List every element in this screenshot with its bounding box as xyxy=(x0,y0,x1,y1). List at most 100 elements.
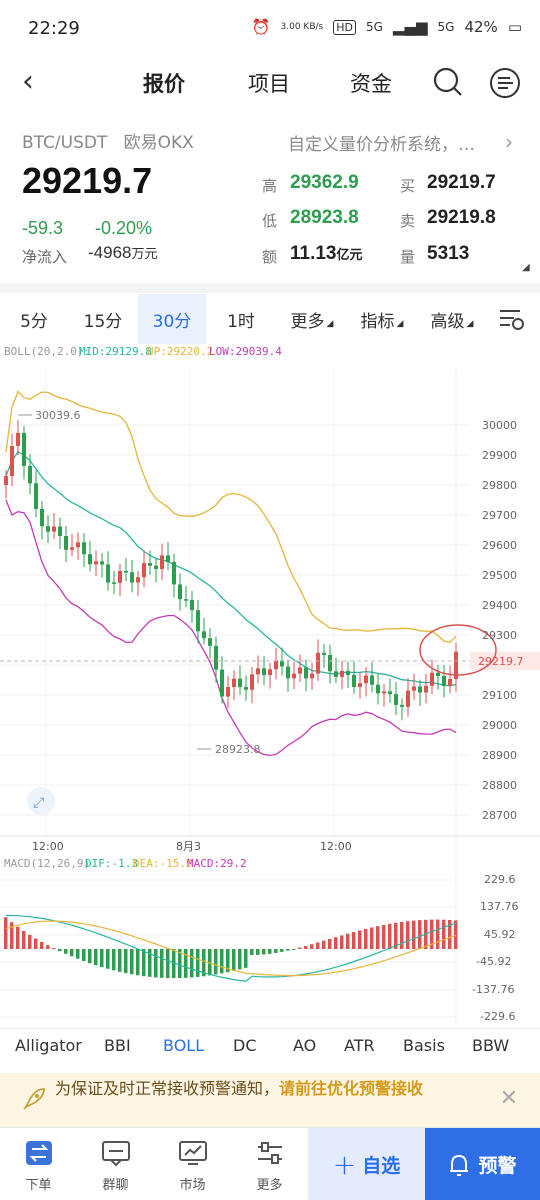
indicator-bbi[interactable]: BBI xyxy=(104,1036,131,1055)
indicator-boll[interactable]: BOLL xyxy=(163,1036,205,1055)
macd-bar xyxy=(52,948,56,950)
macd-tick: -137.76 xyxy=(472,983,514,996)
sliders-icon xyxy=(257,1142,282,1164)
indicator-dc[interactable]: DC xyxy=(233,1036,257,1055)
candle-body xyxy=(220,669,224,697)
swap-icon xyxy=(25,1141,52,1165)
candle-body xyxy=(316,652,320,674)
status-bar: 22:29 ⏰ 3.00 KB/s HD 5G ▂▄▆ 5G 42% ▭ xyxy=(0,0,540,58)
macd-bar xyxy=(244,949,248,968)
macd-bar xyxy=(454,920,458,949)
volume-label: 量 xyxy=(400,248,416,266)
macd-bar xyxy=(448,919,452,949)
candle-body xyxy=(46,526,50,532)
candle-body xyxy=(328,654,332,672)
candle-body xyxy=(208,638,212,646)
indicator-basis[interactable]: Basis xyxy=(403,1036,445,1055)
y-tick: 29000 xyxy=(482,719,517,732)
tf-indicators-label: 指标 xyxy=(360,311,395,332)
macd-bar xyxy=(112,949,116,971)
indicator-atr[interactable]: ATR xyxy=(344,1036,375,1055)
macd-bar xyxy=(148,949,152,977)
add-watchlist-button[interactable]: + 自选 xyxy=(308,1128,425,1200)
search-icon[interactable] xyxy=(432,66,464,98)
candle-body xyxy=(154,565,158,569)
dropdown-corner-icon: ◢ xyxy=(326,319,334,329)
y-tick: 28800 xyxy=(482,779,517,792)
candle-body xyxy=(202,631,206,639)
candle-body xyxy=(28,465,32,484)
kline-chart[interactable]: BOLL(20,2.0): MID:29129.8 UP:29220.2 LOW… xyxy=(0,340,540,1030)
candle-body xyxy=(34,483,38,510)
macd-histogram xyxy=(4,917,458,979)
notice-optimize-link[interactable]: 请前往优化预警接收 xyxy=(279,1079,424,1098)
candle-body xyxy=(262,668,266,676)
chevron-right-icon[interactable]: › xyxy=(505,130,513,154)
macd-bar xyxy=(304,945,308,949)
signal-5g-1: 5G xyxy=(365,20,383,34)
tab-quote[interactable]: 报价 xyxy=(143,72,185,96)
boll-mid-line xyxy=(5,450,457,687)
market-button[interactable]: 市场 xyxy=(154,1128,231,1200)
tf-30m[interactable]: 30分 xyxy=(138,294,206,344)
tf-more[interactable]: 更多 ◢ xyxy=(282,294,342,344)
candle-body xyxy=(376,684,380,694)
macd-bar xyxy=(256,949,260,955)
chart-grid xyxy=(0,370,470,1030)
tab-project[interactable]: 项目 xyxy=(248,72,290,96)
macd-legend-name: MACD(12,26,9) xyxy=(4,857,90,870)
macd-axis-labels: 229.6 137.76 45.92 -45.92 -137.76 -229.6 xyxy=(472,873,519,1023)
boll-legend-up: UP:29220.2 xyxy=(147,345,213,358)
market-label: 市场 xyxy=(179,1178,206,1193)
chart-settings-icon[interactable] xyxy=(498,306,526,332)
indicator-alligator[interactable]: Alligator xyxy=(15,1036,82,1055)
expand-corner-icon[interactable]: ◢ xyxy=(522,262,530,273)
boll-legend-mid: MID:29129.8 xyxy=(79,345,152,358)
group-chat-button[interactable]: 群聊 xyxy=(77,1128,154,1200)
macd-bar xyxy=(268,949,272,954)
macd-bar xyxy=(352,932,356,949)
macd-bar xyxy=(190,949,194,978)
macd-tick: 45.92 xyxy=(484,928,516,941)
candle-body xyxy=(16,432,20,447)
y-tick: 28700 xyxy=(482,809,517,822)
macd-bar xyxy=(406,921,410,949)
candle-body xyxy=(184,599,188,601)
macd-bar xyxy=(346,933,350,949)
pair-name: BTC/USDT xyxy=(22,133,108,153)
close-icon[interactable]: ✕ xyxy=(499,1086,518,1111)
indicator-ao[interactable]: AO xyxy=(293,1036,317,1055)
tf-15m[interactable]: 15分 xyxy=(83,311,123,332)
tf-indicators[interactable]: 指标 ◢ xyxy=(352,294,412,344)
alert-label: 预警 xyxy=(478,1155,517,1177)
highlight-circle xyxy=(419,624,497,676)
expand-arrows-icon[interactable]: ⤢ xyxy=(33,795,44,811)
tf-5m[interactable]: 5分 xyxy=(20,311,48,332)
y-tick: 29900 xyxy=(482,449,517,462)
macd-bar xyxy=(274,949,278,953)
back-icon[interactable]: ‹ xyxy=(22,64,34,99)
macd-bar xyxy=(106,949,110,969)
candle-body xyxy=(430,672,434,686)
sell-value: 29219.8 xyxy=(427,207,496,228)
custom-analysis-link[interactable]: 自定义量价分析系统，… xyxy=(288,135,475,155)
tf-1h[interactable]: 1时 xyxy=(227,311,255,332)
indicator-bbw[interactable]: BBW xyxy=(472,1036,510,1055)
tab-funds[interactable]: 资金 xyxy=(350,72,392,96)
candle-body xyxy=(418,686,422,693)
macd-bar xyxy=(316,942,320,949)
order-button[interactable]: 下单 xyxy=(0,1128,77,1200)
tf-advanced[interactable]: 高级 ◢ xyxy=(422,294,482,344)
candle-body xyxy=(4,476,8,485)
menu-circle-icon[interactable] xyxy=(488,66,522,100)
candle-body xyxy=(148,563,152,566)
more-button[interactable]: 更多 xyxy=(231,1128,308,1200)
macd-bar xyxy=(334,937,338,949)
y-tick: 29100 xyxy=(482,689,517,702)
expand-chart-button[interactable] xyxy=(27,787,55,815)
macd-bar xyxy=(28,934,32,949)
boll-legend-name: BOLL(20,2.0): xyxy=(4,345,90,358)
macd-bar xyxy=(58,949,62,952)
candle-body xyxy=(124,571,128,573)
alert-button[interactable]: 预警 xyxy=(425,1128,540,1200)
